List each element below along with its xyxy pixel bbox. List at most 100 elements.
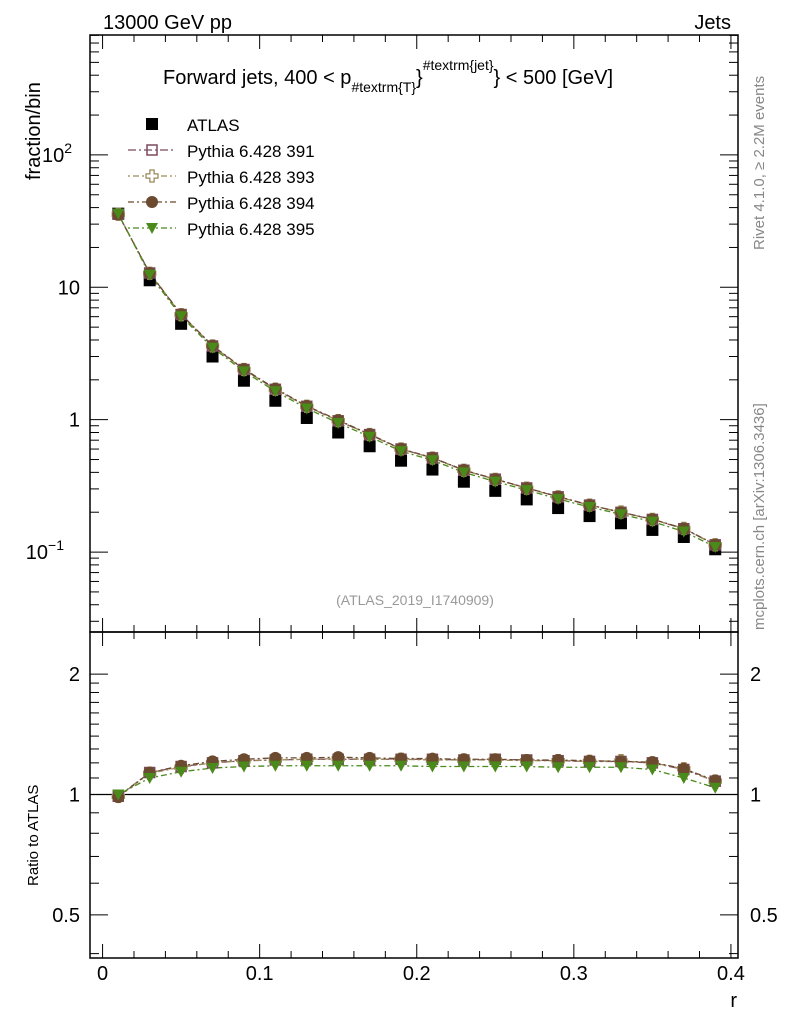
atlas-data-point bbox=[552, 502, 565, 515]
atlas-data-point bbox=[269, 394, 282, 407]
ratio-frame bbox=[89, 631, 739, 959]
ratio-point-3 bbox=[300, 760, 313, 772]
ratio-point-3 bbox=[583, 762, 596, 774]
mcplots-label: mcplots.cern.ch [arXiv:1306.3436] bbox=[751, 403, 768, 630]
ratio-tick-label-left: 0.5 bbox=[52, 905, 80, 927]
ratio-point-3 bbox=[646, 764, 659, 776]
ratio-point-3 bbox=[363, 760, 376, 772]
y-tick-label: 10−1 bbox=[26, 537, 64, 564]
ratio-point-3 bbox=[709, 782, 722, 794]
mc-point-3 bbox=[206, 342, 219, 354]
legend-label-0: Pythia 6.428 391 bbox=[187, 142, 315, 161]
series-markers bbox=[111, 207, 722, 804]
ratio-tick-label-right: 1 bbox=[750, 785, 761, 807]
mc-point-3 bbox=[520, 485, 533, 497]
y-tick-label: 10 bbox=[58, 277, 80, 299]
x-tick-label: 0.3 bbox=[560, 963, 588, 985]
ratio-point-3 bbox=[332, 760, 345, 772]
axis-ticks: 0 0.1 0.2 0.3 0.4 102 10 1 10−1 0.5 0.5 1 1 2 2 bbox=[26, 34, 778, 985]
legend-label-3: Pythia 6.428 395 bbox=[187, 220, 315, 239]
atlas-data-point bbox=[237, 374, 250, 387]
mc-point-3 bbox=[300, 403, 313, 415]
ratio-point-2 bbox=[677, 762, 690, 775]
atlas-data-point bbox=[363, 440, 376, 453]
ratio-point-3 bbox=[614, 762, 627, 774]
ratio-y-axis-label: Ratio to ATLAS bbox=[25, 785, 42, 886]
mc-point-3 bbox=[426, 455, 439, 467]
atlas-data-point bbox=[395, 454, 408, 467]
ratio-point-3 bbox=[269, 760, 282, 772]
mc-point-3 bbox=[332, 417, 345, 429]
mc-point-3 bbox=[363, 431, 376, 443]
series-line-3 bbox=[117, 213, 716, 548]
y-axis-label: fraction/bin bbox=[23, 82, 45, 180]
x-tick-label: 0 bbox=[97, 963, 108, 985]
ratio-line-3 bbox=[117, 765, 716, 796]
ratio-point-3 bbox=[112, 789, 125, 801]
legend-marker-1 bbox=[145, 169, 159, 183]
ratio-tick-label-left: 1 bbox=[69, 785, 80, 807]
mc-point-3 bbox=[143, 269, 156, 281]
analysis-label: (ATLAS_2019_I1740909) bbox=[336, 592, 494, 608]
x-tick-label: 0.4 bbox=[717, 963, 745, 985]
series-line-0 bbox=[117, 213, 716, 546]
y-tick-label: 1 bbox=[69, 410, 80, 432]
atlas-data-point bbox=[614, 517, 627, 530]
ratio-tick-label-right: 2 bbox=[750, 664, 761, 686]
header-right: Jets bbox=[694, 12, 731, 34]
mc-point-3 bbox=[269, 386, 282, 398]
mc-point-3 bbox=[583, 502, 596, 514]
ratio-point-3 bbox=[520, 761, 533, 773]
atlas-data-point bbox=[332, 426, 345, 439]
atlas-data-point bbox=[426, 463, 439, 476]
ratio-point-3 bbox=[143, 772, 156, 784]
mc-point-3 bbox=[614, 509, 627, 521]
x-tick-label: 0.2 bbox=[403, 963, 431, 985]
atlas-data-point bbox=[583, 510, 596, 523]
series-lines bbox=[117, 213, 716, 798]
legend-marker-3 bbox=[146, 223, 158, 234]
mc-point-3 bbox=[646, 516, 659, 528]
mc-point-3 bbox=[552, 494, 565, 506]
mc-point-3 bbox=[677, 526, 690, 538]
ratio-point-3 bbox=[552, 762, 565, 774]
atlas-data-point bbox=[646, 523, 659, 536]
atlas-data-point bbox=[300, 411, 313, 424]
mc-point-3 bbox=[489, 476, 502, 488]
ratio-point-3 bbox=[426, 761, 439, 773]
ratio-point-2 bbox=[332, 751, 345, 764]
atlas-data-point bbox=[457, 475, 470, 488]
x-axis-label: r bbox=[730, 990, 737, 1012]
ratio-point-3 bbox=[237, 761, 250, 773]
legend-marker-2 bbox=[146, 196, 158, 208]
ratio-point-3 bbox=[457, 761, 470, 773]
mc-point-3 bbox=[112, 208, 125, 220]
mc-point-3 bbox=[237, 366, 250, 378]
series-line-2 bbox=[117, 214, 716, 546]
legend-label-2: Pythia 6.428 394 bbox=[187, 194, 315, 213]
ratio-point-3 bbox=[395, 760, 408, 772]
header-left: 13000 GeV pp bbox=[103, 12, 232, 34]
legend-marker-atlas bbox=[146, 118, 158, 130]
atlas-data-point bbox=[206, 350, 219, 363]
legend-marker-0 bbox=[146, 144, 158, 156]
legend-label-atlas: ATLAS bbox=[187, 116, 240, 135]
x-tick-label: 0.1 bbox=[246, 963, 274, 985]
atlas-data-point bbox=[520, 493, 533, 506]
atlas-data-point bbox=[175, 317, 188, 330]
mc-point-3 bbox=[175, 311, 188, 323]
atlas-data-point bbox=[489, 484, 502, 497]
rivet-label: Rivet 4.1.0, ≥ 2.2M events bbox=[751, 76, 768, 250]
mc-point-3 bbox=[457, 467, 470, 479]
ratio-point-3 bbox=[175, 766, 188, 778]
mc-point-3 bbox=[395, 446, 408, 458]
ratio-point-3 bbox=[677, 772, 690, 784]
chart-title: Forward jets, 400 < p#textrm{T}}#textrm{… bbox=[163, 57, 613, 95]
ratio-point-3 bbox=[206, 763, 219, 775]
mc-point-3 bbox=[709, 542, 722, 554]
legend-label-1: Pythia 6.428 393 bbox=[187, 168, 315, 187]
ratio-point-3 bbox=[489, 761, 502, 773]
series-line-1 bbox=[117, 213, 716, 546]
